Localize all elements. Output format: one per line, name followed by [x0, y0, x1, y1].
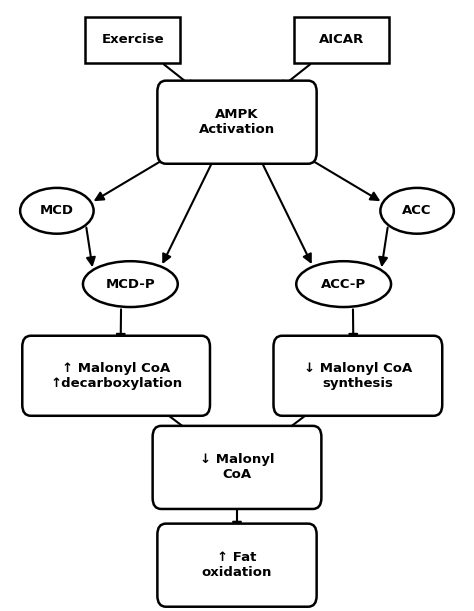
FancyBboxPatch shape: [294, 16, 389, 62]
Ellipse shape: [296, 262, 391, 307]
Text: ACC-P: ACC-P: [321, 277, 366, 291]
Text: MCD: MCD: [40, 204, 74, 218]
Text: Exercise: Exercise: [101, 33, 164, 46]
Text: ↓ Malonyl CoA
synthesis: ↓ Malonyl CoA synthesis: [304, 362, 412, 390]
FancyBboxPatch shape: [85, 16, 180, 62]
FancyBboxPatch shape: [157, 524, 317, 607]
Ellipse shape: [380, 188, 454, 233]
Text: MCD-P: MCD-P: [106, 277, 155, 291]
FancyBboxPatch shape: [157, 81, 317, 164]
Ellipse shape: [20, 188, 93, 233]
Text: ACC: ACC: [402, 204, 432, 218]
FancyBboxPatch shape: [273, 336, 442, 415]
Text: ↓ Malonyl
CoA: ↓ Malonyl CoA: [200, 453, 274, 481]
FancyBboxPatch shape: [22, 336, 210, 415]
FancyBboxPatch shape: [153, 426, 321, 509]
Text: ↑ Fat
oxidation: ↑ Fat oxidation: [202, 551, 272, 579]
Text: ↑ Malonyl CoA
↑decarboxylation: ↑ Malonyl CoA ↑decarboxylation: [50, 362, 182, 390]
Text: AMPK
Activation: AMPK Activation: [199, 108, 275, 136]
Text: AICAR: AICAR: [319, 33, 364, 46]
Ellipse shape: [83, 262, 178, 307]
